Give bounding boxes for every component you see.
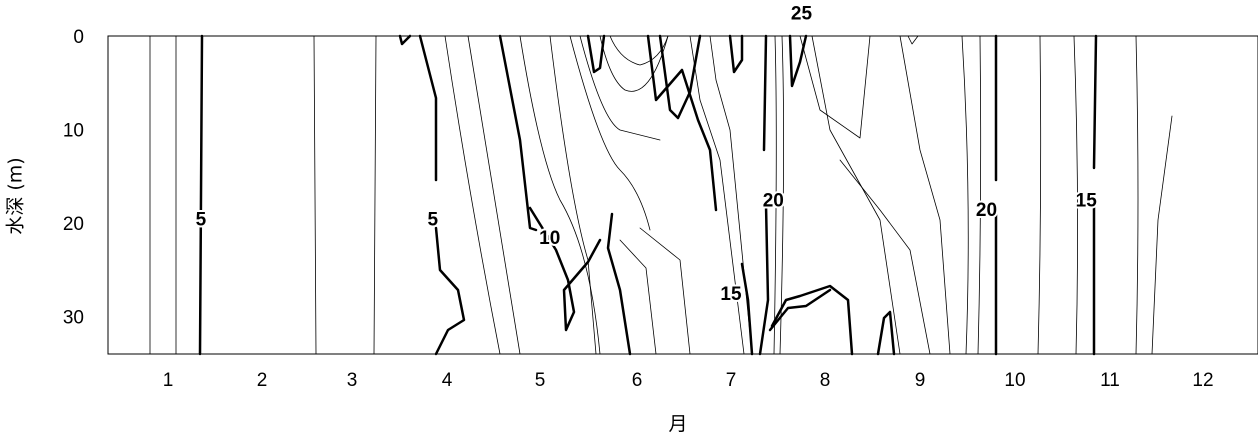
contour-line [779, 35, 784, 355]
labeled-contour-line [606, 212, 632, 356]
contour-line [313, 35, 317, 355]
contour-line [1151, 115, 1173, 355]
contour-line [1037, 35, 1042, 355]
contour-line [599, 35, 669, 92]
labeled-contour-line [586, 34, 606, 74]
contour-line [907, 35, 919, 45]
labeled-contour-line [876, 310, 896, 356]
x-tick-label: 3 [347, 370, 358, 391]
contour-line [773, 35, 777, 355]
x-tick-label: 1 [163, 370, 174, 391]
y-tick-label: 10 [63, 121, 84, 142]
contour-line [467, 35, 521, 355]
contour-line [811, 35, 901, 355]
contour-line [619, 239, 657, 355]
isotherm-lines [149, 34, 1173, 356]
labeled-contour-line [770, 284, 854, 356]
labeled-contour-line [658, 34, 702, 120]
labeled-contour-line [418, 34, 466, 356]
x-tick-label: 4 [442, 370, 453, 391]
x-tick-label: 2 [257, 370, 268, 391]
y-axis-title: 水深 (m) [5, 157, 27, 234]
x-tick-label: 8 [820, 370, 831, 391]
contour-line [709, 35, 753, 355]
contour-line [579, 35, 661, 141]
contour-value-label: 5 [196, 209, 207, 230]
contour-value-label: 15 [1076, 191, 1098, 212]
y-tick-label: 0 [73, 27, 84, 48]
contour-value-label: 10 [539, 228, 560, 249]
contour-line [444, 35, 501, 355]
contour-labels: 5 5 10 15 20 25 20 15 [194, 2, 1100, 308]
x-tick-label: 9 [915, 370, 926, 391]
labeled-contour-line [198, 34, 204, 356]
x-tick-label: 12 [1192, 370, 1213, 391]
x-axis-title: 月 [668, 413, 687, 434]
contour-line [977, 35, 982, 355]
contour-line [519, 35, 601, 355]
contour-line [549, 35, 597, 355]
contour-line [799, 35, 871, 139]
contour-value-label: 5 [427, 209, 438, 230]
labeled-contour-line [498, 34, 538, 232]
labeled-contour-line [646, 34, 718, 212]
y-tick-label: 20 [63, 214, 84, 235]
contour-line [373, 35, 377, 355]
contour-value-label: 15 [720, 284, 742, 305]
y-tick-label: 30 [63, 308, 84, 329]
labeled-contour-line [528, 206, 602, 332]
labeled-contour-line [728, 34, 744, 74]
labeled-contour-line [1092, 34, 1098, 356]
contour-line [961, 35, 969, 355]
contour-line [839, 159, 931, 355]
x-tick-label: 11 [1100, 370, 1120, 391]
plot-frame [107, 35, 1258, 355]
contour-value-label: 20 [976, 200, 997, 221]
x-tick-label: 5 [535, 370, 546, 391]
contour-line [639, 227, 691, 355]
contour-value-label: 25 [791, 4, 813, 25]
labeled-contour-line [398, 34, 412, 46]
labeled-contour-line [740, 262, 754, 356]
contour-line [1135, 35, 1139, 355]
labeled-contour-line [788, 34, 808, 88]
contour-line [899, 35, 951, 355]
contour-line [569, 35, 651, 231]
contour-line [689, 35, 745, 355]
contour-value-label: 20 [763, 191, 784, 212]
labeled-contour-line [758, 34, 770, 356]
x-tick-label: 6 [632, 370, 643, 391]
x-tick-label: 10 [1004, 370, 1025, 391]
x-tick-label: 7 [726, 370, 737, 391]
contour-line [1073, 35, 1078, 355]
labeled-contour-line [768, 288, 832, 332]
